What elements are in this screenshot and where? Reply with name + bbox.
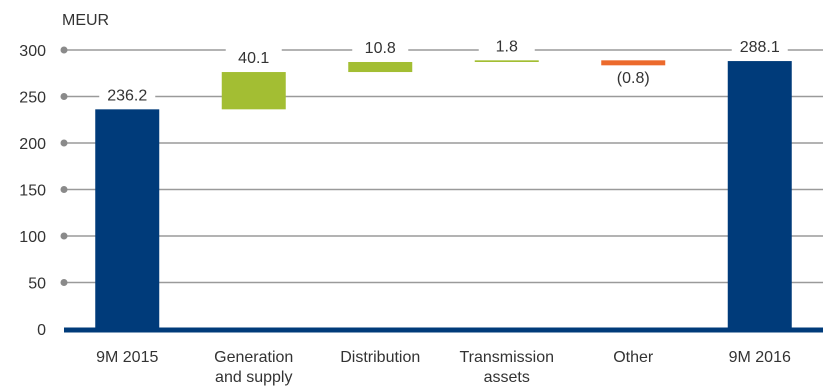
value-label: 288.1 [740,39,780,56]
y-tick-label: 50 [28,276,46,293]
tick-dot [60,279,68,286]
tick-dot [60,186,68,193]
x-tick-label: Transmission assets [459,349,554,386]
bar [348,61,413,73]
bar [95,109,160,329]
value-label-bg [731,36,788,58]
x-tick-label: Distribution [340,349,420,366]
bars [95,60,792,329]
value-label-bg [605,67,662,89]
tick-dot [60,232,68,240]
tick-dot [60,93,68,100]
y-tick-label: 250 [19,90,46,107]
y-unit-label: MEUR [62,12,109,29]
bar [727,61,792,329]
gridlines [64,49,823,284]
y-tick-label: 300 [19,43,46,60]
y-tick-label: 150 [19,183,46,200]
value-label: 236.2 [107,87,147,104]
tick-dot [60,139,68,147]
x-tick-label: Other [613,349,654,366]
value-label-bg [478,35,535,57]
value-label: 1.8 [496,38,518,55]
tick-dot [60,46,68,54]
x-tick-label: 9M 2016 [729,349,791,366]
y-tick-label: 100 [19,229,46,246]
value-label: (0.8) [617,70,650,87]
bar [601,60,666,66]
value-label: 10.8 [365,40,396,57]
x-tick-label: Generation and supply [214,349,293,386]
x-tick-label: 9M 2015 [96,349,158,366]
y-tick-label: 0 [37,322,46,339]
value-label: 40.1 [238,50,269,67]
value-label-bg [225,47,282,69]
value-label-bg [99,84,156,106]
x-axis: 9M 2015 Generation and supply Distribution T… [96,349,791,386]
bar [474,60,539,62]
bar [221,72,286,110]
value-labels: 236.2 40.1 10.8 1.8 (0.8) 288.1 [99,35,788,106]
y-tick-label: 200 [19,136,46,153]
value-label-bg [352,36,409,58]
y-axis: 0 50 100 150 200 250 300 [19,43,68,339]
